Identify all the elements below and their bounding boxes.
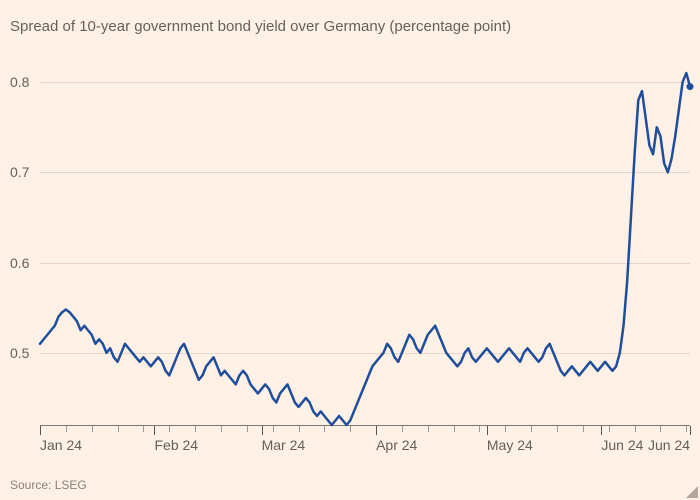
source-label: Source: LSEG: [10, 478, 87, 492]
x-major-tick: [262, 426, 263, 435]
x-tick-label: Jan 24: [40, 437, 82, 453]
y-tick-label: 0.7: [10, 164, 29, 180]
resize-handle-icon[interactable]: [686, 486, 698, 498]
x-tick-label: Jun 24: [648, 437, 690, 453]
y-tick-label: 0.5: [10, 345, 29, 361]
x-tick-label: May 24: [487, 437, 533, 453]
x-major-tick: [690, 426, 691, 435]
line-chart-svg: [40, 55, 690, 425]
x-tick-label: Jun 24: [601, 437, 643, 453]
y-tick-label: 0.8: [10, 74, 29, 90]
x-major-tick: [487, 426, 488, 435]
x-major-tick: [154, 426, 155, 435]
spread-line: [40, 73, 690, 425]
y-tick-label: 0.6: [10, 255, 29, 271]
final-point-marker: [687, 83, 694, 90]
chart-subtitle: Spread of 10-year government bond yield …: [10, 18, 511, 35]
x-tick-label: Feb 24: [154, 437, 198, 453]
plot-area: 0.5 0.6 0.7 0.8 Jan 24 Feb 24 Mar 24 Apr 24 May …: [10, 55, 690, 455]
x-tick-label: Mar 24: [262, 437, 306, 453]
x-major-tick: [40, 426, 41, 435]
x-major-tick: [601, 426, 602, 435]
x-minor-ticks: [40, 426, 690, 432]
x-major-tick: [376, 426, 377, 435]
x-tick-label: Apr 24: [376, 437, 417, 453]
